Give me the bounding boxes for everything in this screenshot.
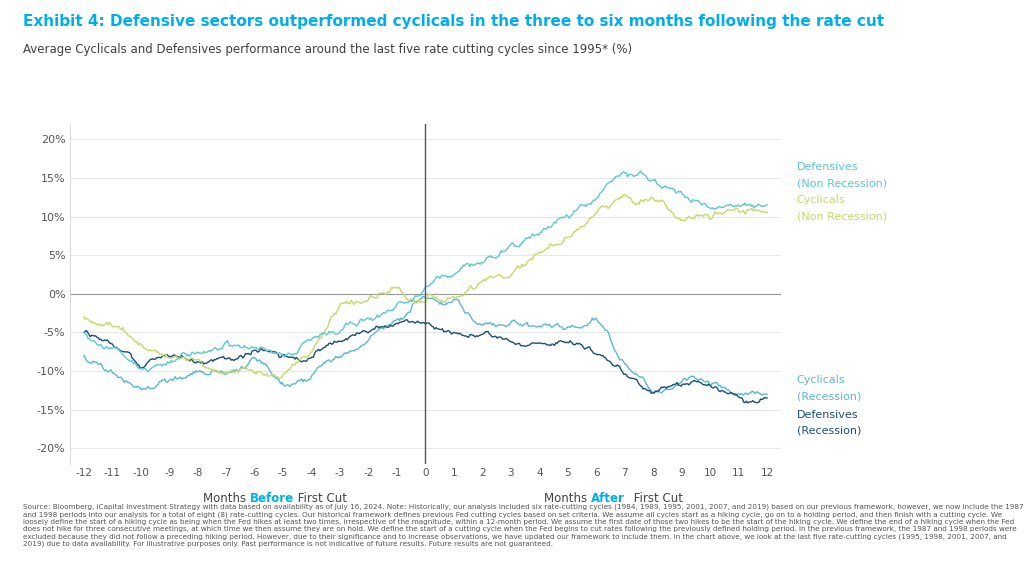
Text: After: After xyxy=(591,492,625,505)
Text: First Cut: First Cut xyxy=(630,492,683,505)
Text: First Cut: First Cut xyxy=(294,492,346,505)
Text: Exhibit 4: Defensive sectors outperformed cyclicals in the three to six months f: Exhibit 4: Defensive sectors outperforme… xyxy=(23,14,884,29)
Text: (Recession): (Recession) xyxy=(797,426,861,436)
Text: Defensives: Defensives xyxy=(797,410,858,420)
Text: Average Cyclicals and Defensives performance around the last five rate cutting c: Average Cyclicals and Defensives perform… xyxy=(23,43,632,56)
Text: (Non Recession): (Non Recession) xyxy=(797,178,887,188)
Text: Cyclicals: Cyclicals xyxy=(797,195,845,206)
Text: Source: Bloomberg, iCapital Investment Strategy with data based on availability : Source: Bloomberg, iCapital Investment S… xyxy=(23,504,1023,547)
Text: (Non Recession): (Non Recession) xyxy=(797,211,887,222)
Text: Cyclicals: Cyclicals xyxy=(797,375,845,385)
Text: Months: Months xyxy=(545,492,591,505)
Text: Months: Months xyxy=(203,492,250,505)
Text: (Recession): (Recession) xyxy=(797,391,861,401)
Text: Defensives: Defensives xyxy=(797,162,858,172)
Text: Before: Before xyxy=(250,492,294,505)
